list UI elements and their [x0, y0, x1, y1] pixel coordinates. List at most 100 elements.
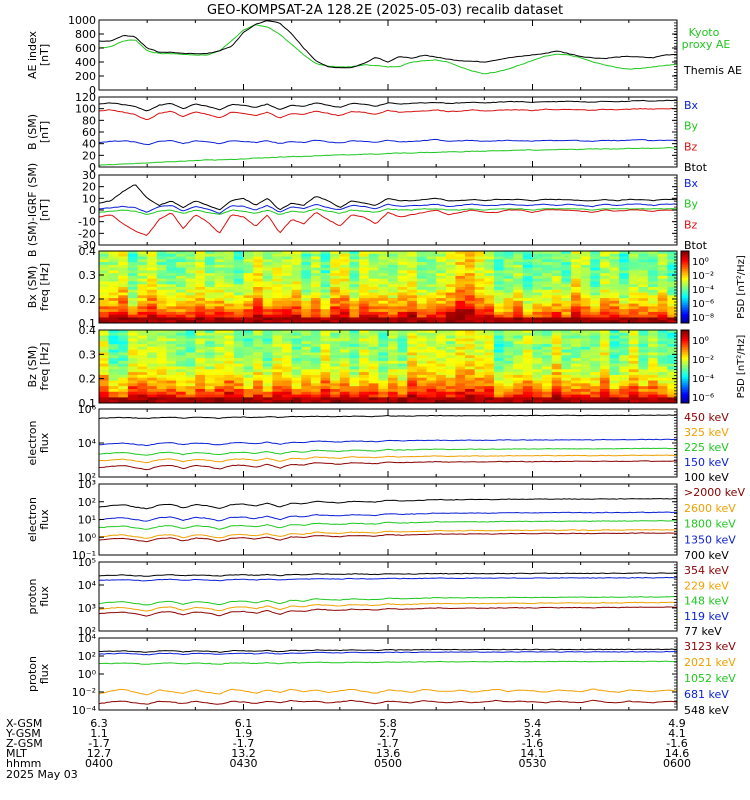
heatmap-cell [522, 309, 533, 313]
heatmap-cell [291, 298, 302, 302]
heatmap-cell [378, 317, 389, 321]
heatmap-cell [493, 264, 504, 269]
colorbar-cell [681, 274, 689, 277]
heatmap-cell [339, 278, 350, 282]
heatmap-cell [397, 349, 408, 353]
x-axis-value-mlt: 13.2 [231, 747, 256, 760]
heatmap-cell [118, 394, 129, 398]
heatmap-cell [445, 338, 456, 342]
heatmap-cell [282, 332, 293, 337]
heatmap-cell [465, 363, 476, 367]
heatmap-cell [330, 366, 341, 370]
heatmap-cell [282, 391, 293, 395]
heatmap-cell [204, 298, 215, 302]
heatmap-cell [291, 332, 302, 337]
heatmap-cell [445, 273, 456, 277]
heatmap-cell [147, 256, 158, 260]
heatmap-cell [176, 289, 187, 293]
heatmap-cell [493, 391, 504, 395]
heatmap-cell [638, 377, 649, 381]
heatmap-cell [137, 338, 148, 342]
heatmap-cell [484, 352, 495, 356]
heatmap-cell [638, 281, 649, 285]
heatmap-cell [638, 306, 649, 310]
heatmap-cell [388, 273, 399, 277]
heatmap-cell [320, 309, 331, 313]
heatmap-cell [484, 360, 495, 365]
heatmap-cell [330, 281, 341, 285]
heatmap-cell [522, 394, 533, 398]
heatmap-cell [310, 300, 321, 305]
heatmap-cell [542, 346, 553, 351]
colorbar-cell [681, 254, 689, 257]
heatmap-cell [532, 292, 543, 296]
heatmap-cell [416, 273, 427, 277]
heatmap-cell [474, 388, 485, 393]
heatmap-cell [214, 349, 225, 353]
heatmap-cell [214, 253, 225, 257]
heatmap-cell [349, 341, 360, 345]
heatmap-cell [243, 309, 254, 313]
heatmap-cell [580, 275, 591, 280]
heatmap-cell [339, 341, 350, 345]
heatmap-cell [638, 256, 649, 260]
heatmap-cell [484, 259, 495, 263]
heatmap-cell [657, 330, 668, 334]
heatmap-cell [493, 394, 504, 398]
heatmap-cell [224, 303, 235, 307]
heatmap-cell [648, 289, 659, 293]
heatmap-cell [156, 386, 167, 390]
heatmap-cell [436, 314, 447, 318]
heatmap-cell [426, 320, 437, 324]
heatmap-cell [118, 298, 129, 302]
heatmap-cell [474, 391, 485, 395]
heatmap-cell [571, 311, 582, 316]
legend-entry-6: 700 keV [684, 549, 729, 562]
heatmap-cell [571, 251, 582, 255]
heatmap-cell [195, 314, 206, 318]
heatmap-cell [388, 289, 399, 293]
heatmap-cell [590, 400, 601, 404]
heatmap-cell [330, 346, 341, 351]
heatmap-cell [388, 349, 399, 353]
heatmap-cell [243, 386, 254, 390]
heatmap-cell [609, 253, 620, 257]
heatmap-cell [368, 341, 379, 345]
heatmap-cell [522, 349, 533, 353]
heatmap-cell [445, 314, 456, 318]
heatmap-cell [359, 338, 370, 342]
heatmap-cell [465, 256, 476, 260]
heatmap-cell [657, 314, 668, 318]
heatmap-cell [108, 314, 119, 318]
heatmap-cell [349, 284, 360, 288]
heatmap-cell [465, 303, 476, 307]
heatmap-cell [339, 270, 350, 274]
heatmap-cell [359, 287, 370, 291]
heatmap-cell [542, 358, 553, 362]
heatmap-cell [195, 363, 206, 367]
heatmap-cell [166, 287, 177, 291]
heatmap-cell [137, 259, 148, 263]
heatmap-cell [195, 253, 206, 257]
heatmap-cell [619, 292, 630, 296]
heatmap-cell [599, 320, 610, 324]
heatmap-cell [310, 287, 321, 291]
heatmap-cell [195, 349, 206, 353]
colorbar-cell [681, 310, 689, 313]
heatmap-cell [484, 275, 495, 280]
heatmap-cell [378, 311, 389, 316]
series-line-148kev [98, 595, 678, 606]
heatmap-cell [474, 275, 485, 280]
heatmap-cell [272, 349, 283, 353]
y-tick-label: 10⁴ [78, 632, 97, 645]
heatmap-cell [224, 289, 235, 293]
heatmap-cell [359, 349, 370, 353]
colorbar-cell [681, 335, 689, 338]
heatmap-cell [609, 369, 620, 373]
heatmap-cell [176, 341, 187, 345]
heatmap-cell [368, 346, 379, 351]
heatmap-cell [368, 360, 379, 365]
heatmap-cell [397, 306, 408, 310]
heatmap-cell [638, 341, 649, 345]
heatmap-cell [474, 383, 485, 387]
